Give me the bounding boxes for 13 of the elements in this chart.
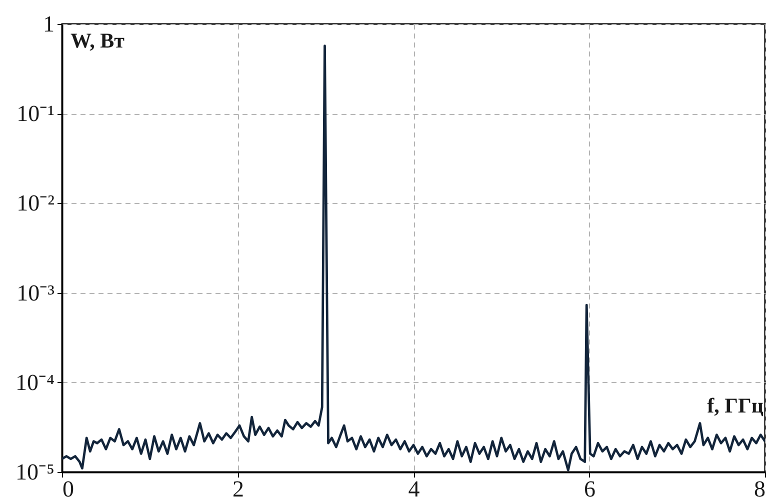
x-tick-label: 8 xyxy=(754,476,766,502)
y-tick-label: 10⁻⁵ xyxy=(15,460,54,484)
x-tick-label: 6 xyxy=(584,476,596,502)
y-axis-title: W, Вт xyxy=(70,28,126,52)
x-tick-label: 0 xyxy=(62,476,74,502)
x-tick-label: 4 xyxy=(408,476,420,502)
y-tick-label: 1 xyxy=(43,12,54,36)
y-tick-label: 10⁻³ xyxy=(16,280,55,306)
y-tick-label: 10⁻² xyxy=(16,190,55,216)
y-tick-label: 10⁻⁴ xyxy=(15,370,54,395)
y-tick-label: 10⁻¹ xyxy=(16,101,55,126)
x-axis-title: f, ГГц xyxy=(707,394,764,418)
x-tick-label: 2 xyxy=(232,476,244,502)
